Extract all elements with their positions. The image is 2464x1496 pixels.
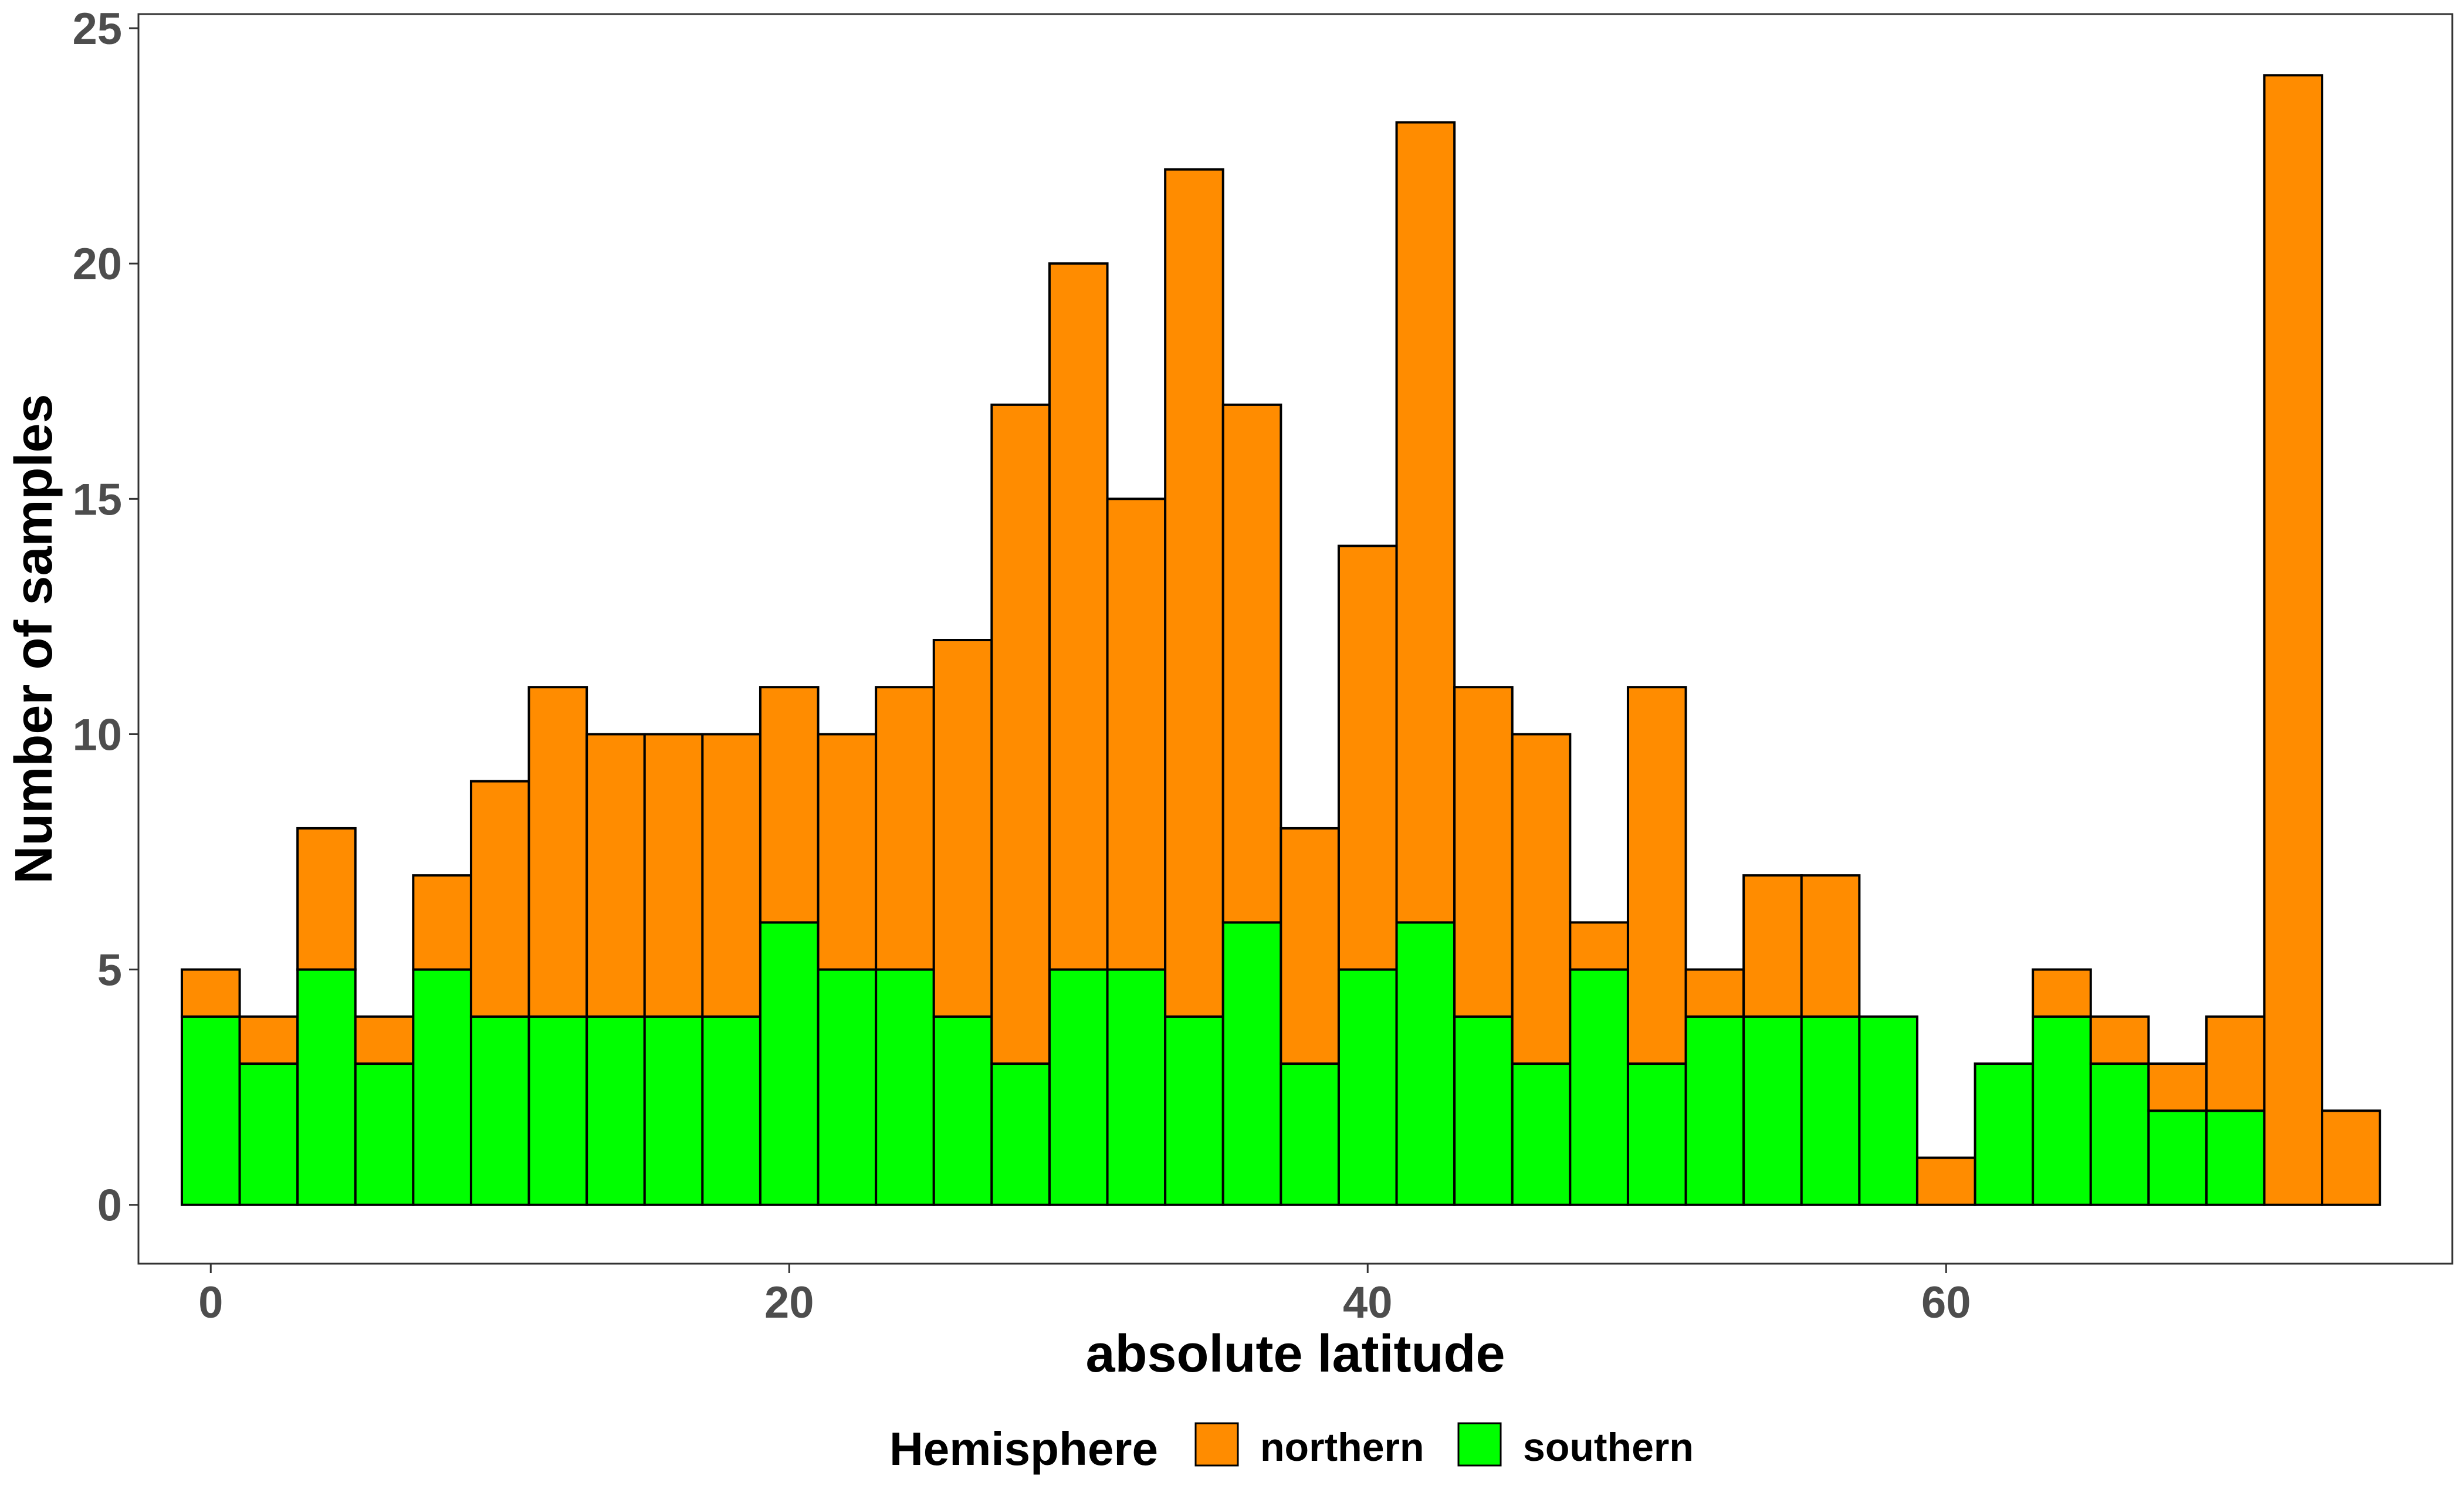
bar-southern-26 <box>932 1015 993 1206</box>
y-axis-title: Number of samples <box>5 394 63 884</box>
legend-label-northern: northern <box>1260 1425 1424 1470</box>
bar-northern-20 <box>759 686 820 924</box>
bar-southern-2 <box>238 1062 299 1206</box>
bar-southern-14 <box>585 1015 646 1206</box>
bar-southern-58 <box>1858 1015 1918 1206</box>
bar-southern-34 <box>1164 1015 1224 1206</box>
y-tick-label: 15 <box>72 475 122 524</box>
legend-title: Hemisphere <box>889 1423 1158 1475</box>
bar-northern-12 <box>527 686 588 1018</box>
bar-northern-4 <box>296 827 357 971</box>
bar-northern-14 <box>585 733 646 1018</box>
bar-northern-6 <box>354 1015 415 1065</box>
bar-northern-66 <box>2089 1015 2150 1065</box>
bars-layer <box>180 74 2381 1206</box>
x-tick-label: 60 <box>1921 1278 1971 1328</box>
bar-northern-50 <box>1626 686 1687 1065</box>
bar-northern-8 <box>412 874 472 971</box>
y-tick-label: 5 <box>97 946 122 996</box>
bar-northern-60 <box>1915 1156 1976 1206</box>
legend-swatch-southern <box>1457 1422 1502 1467</box>
bar-southern-38 <box>1280 1062 1340 1206</box>
bar-northern-36 <box>1221 403 1282 924</box>
bar-northern-54 <box>1742 874 1803 1018</box>
y-tick-label: 10 <box>72 710 122 760</box>
legend-swatch-northern <box>1194 1422 1239 1467</box>
bar-southern-44 <box>1453 1015 1514 1206</box>
bar-southern-4 <box>296 968 357 1206</box>
bar-southern-42 <box>1395 921 1456 1206</box>
bar-southern-48 <box>1569 968 1629 1206</box>
bar-southern-6 <box>354 1062 415 1206</box>
bar-northern-2 <box>238 1015 299 1065</box>
y-tick-label: 0 <box>97 1181 122 1231</box>
bar-southern-20 <box>759 921 820 1206</box>
x-tick-label: 20 <box>764 1278 814 1328</box>
x-axis: 0 20 40 60 <box>198 1264 1971 1328</box>
bar-northern-42 <box>1395 121 1456 924</box>
bar-southern-46 <box>1511 1062 1572 1206</box>
bar-southern-10 <box>469 1015 530 1206</box>
bar-northern-70 <box>2205 1015 2266 1112</box>
bar-southern-16 <box>643 1015 704 1206</box>
bar-southern-50 <box>1626 1062 1687 1206</box>
bar-northern-10 <box>469 780 530 1018</box>
bar-northern-0 <box>180 968 241 1018</box>
bar-southern-68 <box>2147 1109 2208 1206</box>
bar-southern-40 <box>1337 968 1398 1206</box>
bar-northern-22 <box>817 733 878 971</box>
bar-northern-46 <box>1511 733 1572 1065</box>
bar-southern-18 <box>701 1015 761 1206</box>
y-tick-label: 20 <box>72 239 122 289</box>
bar-northern-40 <box>1337 544 1398 971</box>
bar-northern-64 <box>2032 968 2092 1018</box>
bar-southern-30 <box>1048 968 1109 1206</box>
bar-southern-36 <box>1221 921 1282 1206</box>
bar-southern-8 <box>412 968 472 1206</box>
x-tick-label: 40 <box>1343 1278 1393 1328</box>
bar-northern-56 <box>1800 874 1861 1018</box>
x-axis-title: absolute latitude <box>1085 1325 1505 1383</box>
bar-southern-64 <box>2032 1015 2092 1206</box>
bar-southern-12 <box>527 1015 588 1206</box>
x-tick-label: 0 <box>198 1278 223 1328</box>
bar-southern-70 <box>2205 1109 2266 1206</box>
bar-southern-56 <box>1800 1015 1861 1206</box>
y-tick-label: 25 <box>72 4 122 54</box>
bar-northern-38 <box>1280 827 1340 1065</box>
bar-southern-62 <box>1974 1062 2035 1206</box>
bar-southern-22 <box>817 968 878 1206</box>
bar-northern-52 <box>1684 968 1745 1018</box>
bar-southern-24 <box>875 968 935 1206</box>
bar-northern-26 <box>932 639 993 1018</box>
bar-northern-18 <box>701 733 761 1018</box>
y-axis: 0 5 10 15 20 25 <box>72 4 138 1231</box>
bar-southern-28 <box>990 1062 1051 1206</box>
bar-northern-28 <box>990 403 1051 1065</box>
bar-southern-66 <box>2089 1062 2150 1206</box>
bar-northern-24 <box>875 686 935 971</box>
legend: Hemisphere northern southern <box>889 1422 1694 1475</box>
bar-northern-32 <box>1106 497 1167 971</box>
bar-southern-52 <box>1684 1015 1745 1206</box>
bar-northern-74 <box>2321 1109 2381 1206</box>
bar-northern-44 <box>1453 686 1514 1018</box>
bar-northern-34 <box>1164 168 1224 1018</box>
bar-southern-0 <box>180 1015 241 1206</box>
bar-northern-72 <box>2263 74 2324 1206</box>
bar-northern-48 <box>1569 921 1629 971</box>
legend-label-southern: southern <box>1523 1425 1694 1470</box>
bar-northern-30 <box>1048 262 1109 971</box>
bar-southern-32 <box>1106 968 1167 1206</box>
bar-northern-68 <box>2147 1062 2208 1112</box>
bar-northern-16 <box>643 733 704 1018</box>
bar-southern-54 <box>1742 1015 1803 1206</box>
